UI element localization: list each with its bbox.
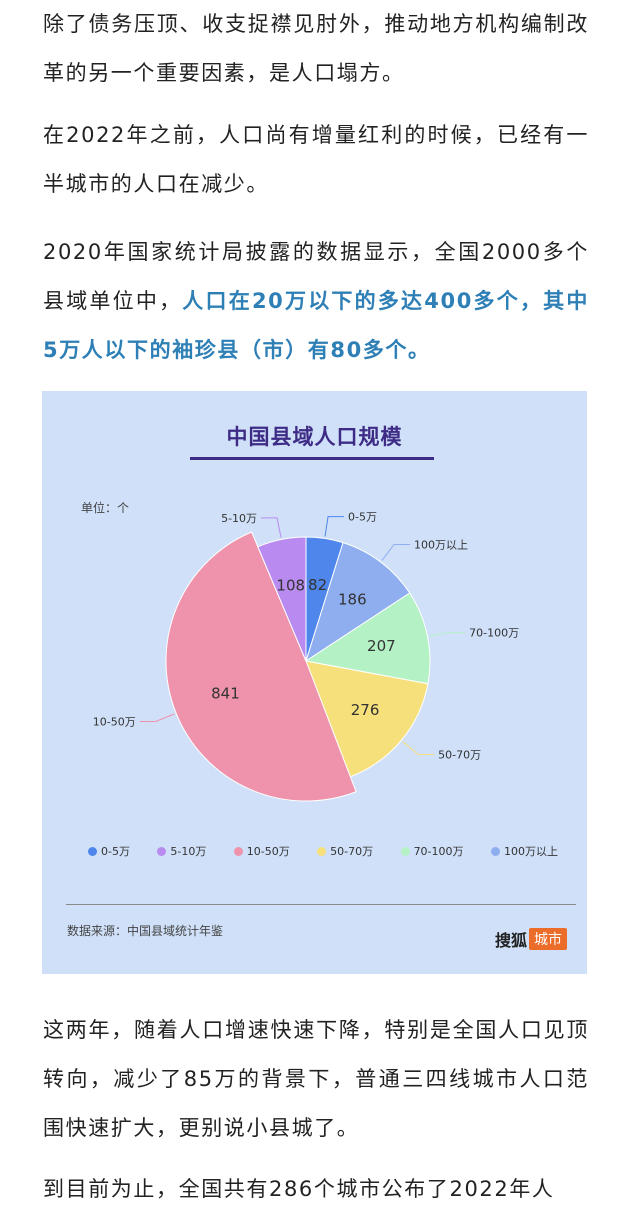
slice-category-label: 0-5万 [348, 511, 377, 524]
chart-title: 中国县域人口规模 [226, 425, 403, 449]
highlighted-text: 人口在20万以下的多达400多个，其中5万人以下的袖珍县（市）有80多个。 [43, 289, 589, 362]
legend-label: 5-10万 [170, 845, 207, 858]
legend-swatch [317, 846, 327, 856]
legend-item: 70-100万 [400, 843, 464, 859]
legend-label: 0-5万 [101, 845, 130, 858]
brand-badge: 城市 [529, 928, 567, 950]
slice-value-label: 186 [338, 591, 367, 609]
slice-leader-line [139, 713, 175, 722]
slice-category-label: 100万以上 [414, 538, 468, 551]
legend-swatch [233, 846, 243, 856]
legend-label: 100万以上 [503, 845, 558, 858]
article-paragraph-4: 这两年，随着人口增速快速下降，特别是全国人口见顶转向，减少了85万的背景下，普通… [43, 1018, 589, 1140]
chart-legend: 0-5万 5-10万 10-50万 50-70万 70-100万 100万以上 [88, 843, 558, 859]
article-paragraph-2: 在2022年之前，人口尚有增量红利的时候，已经有一半城市的人口在减少。 [43, 123, 589, 196]
slice-category-label: 10-50万 [93, 715, 136, 728]
footer-divider [66, 904, 576, 905]
unit-label: 单位：个 [81, 501, 130, 515]
legend-item: 100万以上 [490, 843, 558, 859]
chart-card: 中国县域人口规模 单位：个 82 0-5万 186 100万以上 207 70-100万 2… [42, 391, 587, 974]
slice-leader-line [324, 516, 345, 537]
legend-item: 10-50万 [233, 843, 290, 859]
pie-slice-50-70万 [305, 660, 429, 778]
slice-leader-line [402, 741, 435, 755]
title-underline [190, 457, 434, 460]
slice-leader-line [381, 543, 410, 561]
legend-item: 0-5万 [88, 843, 130, 859]
legend-swatch [400, 846, 410, 856]
brand-text: 搜狐 [494, 931, 527, 950]
pie-slice-5-10万 [257, 536, 307, 662]
pie-slice-70-100万 [304, 592, 431, 685]
slice-leader-line [429, 631, 466, 637]
slice-value-label: 108 [276, 577, 305, 595]
slice-value-label: 207 [367, 637, 396, 655]
legend-swatch [157, 846, 167, 856]
slice-value-label: 841 [211, 684, 240, 702]
legend-label: 10-50万 [246, 845, 290, 858]
legend-item: 50-70万 [317, 843, 373, 859]
slice-category-label: 5-10万 [221, 512, 257, 525]
pie-slice-100万以上 [305, 542, 411, 663]
legend-item: 5-10万 [157, 843, 206, 859]
legend-swatch [88, 846, 97, 856]
article-paragraph-5: 到目前为止，全国共有286个城市公布了2022年人 [43, 1177, 555, 1201]
legend-label: 70-100万 [413, 845, 464, 858]
sohu-city-logo: 搜狐 城市 [495, 927, 567, 951]
legend-swatch [490, 846, 500, 856]
pie-slice-10-50万 [165, 531, 357, 802]
paragraph-text: 2020年国家统计局披露的数据显示，全国2000多个县域单位中， [43, 240, 589, 313]
slice-category-label: 70-100万 [469, 626, 519, 639]
source-label: 数据来源：中国县域统计年鉴 [67, 924, 224, 938]
pie-chart: 82 0-5万 186 100万以上 207 70-100万 276 50-70万 841 10-… [93, 511, 519, 802]
slice-leader-line [261, 517, 282, 538]
article-paragraph-1: 除了债务压顶、收支捉襟见肘外，推动地方机构编制改革的另一个重要因素，是人口塌方。 [43, 12, 589, 85]
article-paragraph-3: 2020年国家统计局披露的数据显示，全国2000多个县域单位中，人口在20万以下… [43, 228, 589, 375]
slice-value-label: 82 [308, 576, 327, 594]
slice-category-label: 50-70万 [438, 748, 481, 761]
legend-label: 50-70万 [330, 845, 374, 858]
slice-value-label: 276 [351, 701, 380, 719]
